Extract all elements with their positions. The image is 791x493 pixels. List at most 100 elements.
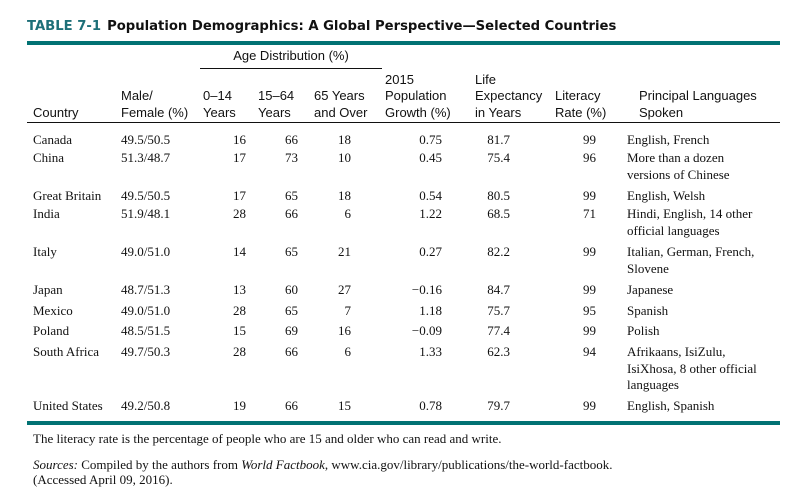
age-distribution-rule — [200, 67, 382, 69]
table-title-text: Population Demographics: A Global Perspe… — [107, 19, 617, 34]
cell-languages: More than a dozen — [627, 150, 725, 165]
cell-languages: IsiXhosa, 8 other official — [627, 360, 757, 376]
cell-age-15-64: 65 — [285, 303, 298, 318]
cell-languages: Hindi, English, 14 other — [627, 206, 753, 221]
cell-age-0-14: 28 — [233, 206, 246, 221]
cell-age-65-over: 18 — [338, 188, 351, 203]
cell-male-female: 49.0/51.0 — [121, 244, 171, 259]
cell-country: Italy — [33, 244, 57, 259]
cell-age-0-14: 17 — [233, 188, 246, 203]
cell-literacy: 99 — [583, 282, 596, 297]
column-header-languages: Spoken — [639, 104, 684, 120]
cell-male-female: 48.5/51.5 — [121, 323, 171, 338]
cell-literacy: 96 — [583, 150, 596, 165]
column-header-languages: Principal Languages — [639, 88, 757, 103]
sources-publication: World Factbook — [241, 457, 325, 472]
cell-country: South Africa — [33, 344, 100, 359]
cell-life-expectancy: 62.3 — [487, 344, 510, 359]
cell-languages: English, Welsh — [627, 188, 706, 203]
column-header-life-expectancy: Expectancy — [475, 88, 543, 103]
age-distribution-header: Age Distribution (%) — [233, 48, 349, 63]
cell-country: Mexico — [33, 303, 73, 318]
cell-growth: −0.09 — [411, 323, 442, 338]
cell-languages: languages — [627, 377, 679, 392]
cell-age-15-64: 66 — [285, 344, 298, 359]
column-header-male-female: Male/ — [121, 88, 153, 103]
cell-age-0-14: 16 — [233, 132, 246, 147]
cell-country: United States — [33, 398, 103, 413]
cell-age-15-64: 60 — [285, 282, 298, 297]
cell-age-0-14: 14 — [233, 244, 246, 259]
cell-country: Poland — [33, 323, 70, 338]
cell-country: Japan — [33, 282, 63, 297]
cell-literacy: 99 — [583, 244, 596, 259]
cell-age-65-over: 7 — [344, 303, 352, 318]
cell-languages: Slovene — [627, 260, 669, 276]
sources-text-before: Compiled by the authors from — [78, 457, 242, 472]
cell-literacy: 99 — [583, 398, 596, 413]
column-header-age-65-over: and Over — [314, 104, 368, 120]
cell-life-expectancy: 75.7 — [487, 303, 510, 318]
cell-languages: Afrikaans, IsiZulu, — [627, 344, 726, 359]
cell-country: Great Britain — [33, 188, 102, 203]
cell-languages: Polish — [627, 323, 660, 338]
cell-age-0-14: 19 — [233, 398, 246, 413]
cell-growth: −0.16 — [411, 282, 442, 297]
cell-languages: versions of Chinese — [627, 166, 730, 182]
cell-age-65-over: 18 — [338, 132, 351, 147]
column-header-age-0-14: Years — [203, 104, 236, 120]
cell-male-female: 49.2/50.8 — [121, 398, 171, 413]
column-header-growth: Growth (%) — [385, 104, 451, 120]
cell-growth: 0.54 — [419, 188, 442, 203]
cell-country: China — [33, 150, 65, 165]
top-rule — [27, 41, 780, 45]
cell-languages: Spanish — [627, 303, 669, 318]
cell-life-expectancy: 80.5 — [487, 188, 510, 203]
cell-age-65-over: 16 — [338, 323, 351, 338]
column-header-literacy: Literacy — [555, 88, 601, 103]
column-header-age-65-over: 65 Years — [314, 88, 365, 103]
cell-literacy: 94 — [583, 344, 596, 359]
cell-life-expectancy: 75.4 — [487, 150, 510, 165]
cell-age-0-14: 28 — [233, 344, 246, 359]
cell-age-15-64: 65 — [285, 188, 298, 203]
cell-languages: English, French — [627, 132, 710, 147]
cell-literacy: 95 — [583, 303, 596, 318]
column-header-age-15-64: Years — [258, 104, 291, 120]
cell-age-15-64: 65 — [285, 244, 298, 259]
cell-growth: 0.45 — [419, 150, 442, 165]
cell-literacy: 99 — [583, 323, 596, 338]
cell-male-female: 48.7/51.3 — [121, 282, 171, 297]
cell-growth: 0.78 — [419, 398, 442, 413]
column-header-country: Country — [33, 104, 79, 120]
footnote: The literacy rate is the percentage of p… — [33, 431, 502, 446]
cell-age-65-over: 15 — [338, 398, 351, 413]
cell-male-female: 49.7/50.3 — [121, 344, 171, 359]
cell-male-female: 51.3/48.7 — [121, 150, 171, 165]
cell-languages: official languages — [627, 222, 720, 238]
cell-life-expectancy: 68.5 — [487, 206, 510, 221]
column-header-life-expectancy: in Years — [475, 104, 522, 120]
cell-life-expectancy: 81.7 — [487, 132, 510, 147]
header-rule — [27, 122, 780, 124]
cell-growth: 1.18 — [419, 303, 442, 318]
column-header-life-expectancy: Life — [475, 71, 496, 87]
cell-male-female: 49.0/51.0 — [121, 303, 171, 318]
cell-languages: Japanese — [627, 282, 674, 297]
cell-age-0-14: 15 — [233, 323, 246, 338]
cell-age-65-over: 6 — [344, 344, 352, 359]
cell-literacy: 99 — [583, 132, 596, 147]
sources-label: Sources: — [33, 457, 79, 472]
cell-growth: 1.33 — [419, 344, 442, 359]
cell-literacy: 99 — [583, 188, 596, 203]
sources-line: Sources: Compiled by the authors from Wo… — [33, 457, 612, 473]
cell-age-15-64: 69 — [285, 323, 298, 338]
cell-life-expectancy: 77.4 — [487, 323, 510, 338]
cell-male-female: 51.9/48.1 — [121, 206, 171, 221]
cell-languages: Italian, German, French, — [627, 244, 755, 259]
column-header-male-female: Female (%) — [121, 104, 189, 120]
cell-languages: English, Spanish — [627, 398, 715, 413]
table-title: TABLE 7-1 Population Demographics: A Glob… — [27, 19, 616, 34]
cell-age-65-over: 6 — [344, 206, 352, 221]
cell-life-expectancy: 84.7 — [487, 282, 510, 297]
